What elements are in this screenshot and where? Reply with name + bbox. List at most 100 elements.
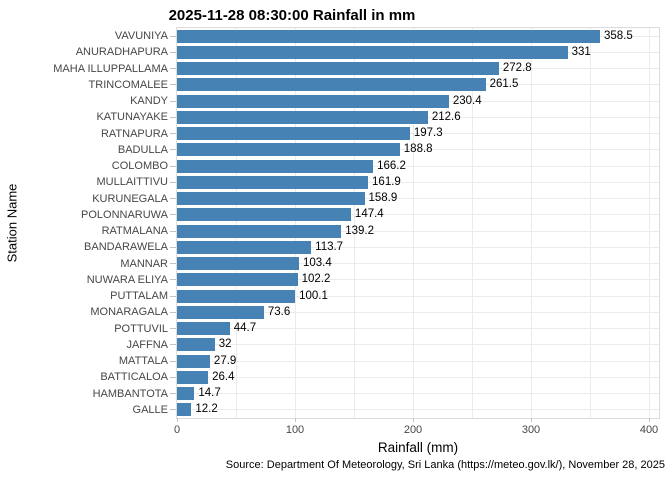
bar-mannar — [177, 257, 299, 271]
y-tick-mark — [170, 311, 176, 313]
bar-anuradhapura — [177, 45, 568, 59]
y-tick-mark — [170, 409, 176, 411]
bar-hambantota — [177, 387, 195, 401]
y-tick-mark — [170, 393, 176, 395]
bar-value-label: 158.9 — [368, 192, 398, 205]
x-gridline — [412, 28, 414, 418]
y-gridline — [177, 360, 659, 362]
bar-value-label: 272.8 — [502, 62, 532, 75]
y-gridline — [177, 214, 659, 216]
bar-bandarawela — [177, 240, 312, 254]
bar-value-label: 32 — [218, 338, 232, 351]
y-tick-label-puttalam: PUTTALAM — [110, 290, 168, 303]
y-tick-label-anuradhapura: ANURADHAPURA — [75, 46, 168, 59]
bar-value-label: 331 — [571, 45, 591, 58]
x-gridline — [648, 28, 650, 418]
y-tick-mark — [170, 84, 176, 86]
bar-ratnapura — [177, 127, 410, 141]
x-tick-mark — [294, 418, 296, 422]
y-tick-label-galle: GALLE — [132, 403, 168, 416]
x-tick-mark — [530, 418, 532, 422]
bar-value-label: 14.7 — [198, 387, 221, 400]
y-tick-label-batticaloa: BATTICALOA — [100, 371, 168, 384]
y-tick-label-mannar: MANNAR — [120, 257, 168, 270]
y-tick-label-kurunegala: KURUNEGALA — [92, 192, 168, 205]
y-tick-mark — [170, 149, 176, 151]
y-gridline — [177, 198, 659, 200]
bar-value-label: 100.1 — [299, 289, 328, 302]
bar-vavuniya — [177, 29, 601, 43]
bar-value-label: 102.2 — [301, 273, 331, 286]
y-tick-mark — [170, 344, 176, 346]
bar-mattala — [177, 354, 210, 368]
y-tick-label-mattala: MATTALA — [118, 355, 168, 368]
y-tick-label-nuwara-eliya: NUWARA ELIYA — [86, 273, 168, 286]
y-tick-label-vavuniya: VAVUNIYA — [114, 30, 168, 43]
y-tick-mark — [170, 214, 176, 216]
y-tick-mark — [170, 360, 176, 362]
y-tick-label-polonnaruwa: POLONNARUWA — [81, 208, 168, 221]
bar-value-label: 103.4 — [303, 257, 332, 270]
bar-value-label: 358.5 — [604, 29, 633, 42]
y-tick-mark — [170, 51, 176, 53]
bar-value-label: 261.5 — [489, 78, 519, 91]
bar-value-label: 12.2 — [195, 403, 218, 416]
bar-pottuvil — [177, 322, 230, 336]
y-tick-mark — [170, 100, 176, 102]
x-tick-label: 400 — [639, 424, 659, 436]
y-tick-mark — [170, 198, 176, 200]
x-tick-label: 0 — [173, 424, 181, 436]
y-tick-mark — [170, 246, 176, 248]
y-tick-mark — [170, 165, 176, 167]
source-caption: Source: Department Of Meteorology, Sri L… — [225, 459, 665, 471]
bar-value-label: 212.6 — [431, 110, 461, 123]
bar-value-label: 27.9 — [213, 354, 237, 367]
x-tick-label: 200 — [403, 424, 423, 436]
bar-nuwara-eliya — [177, 273, 298, 287]
y-tick-label-bandarawela: BANDARAWELA — [84, 241, 168, 254]
bar-polonnaruwa — [177, 208, 351, 222]
bar-value-label: 73.6 — [267, 305, 291, 318]
x-tick-label: 100 — [285, 424, 305, 436]
y-gridline — [177, 246, 659, 248]
bar-value-label: 197.3 — [413, 127, 443, 140]
x-tick-mark — [412, 418, 414, 422]
x-tick-label: 300 — [521, 424, 541, 436]
bar-value-label: 26.4 — [212, 370, 235, 383]
y-gridline — [177, 165, 659, 167]
y-gridline — [177, 393, 659, 395]
y-gridline — [177, 149, 659, 151]
bar-value-label: 188.8 — [403, 143, 433, 156]
bar-badulla — [177, 143, 400, 157]
bar-trincomalee — [177, 78, 486, 92]
bar-value-label: 44.7 — [233, 322, 257, 335]
y-tick-label-pottuvil: POTTUVIL — [114, 322, 168, 335]
y-gridline — [177, 344, 659, 346]
bar-monaragala — [177, 305, 264, 319]
y-tick-mark — [170, 376, 176, 378]
y-tick-mark — [170, 116, 176, 118]
y-tick-label-jaffna: JAFFNA — [126, 338, 168, 351]
y-tick-label-hambantota: HAMBANTOTA — [92, 387, 168, 400]
x-gridline — [471, 28, 473, 418]
y-gridline — [177, 279, 659, 281]
bar-katunayake — [177, 110, 428, 124]
bar-value-label: 166.2 — [377, 159, 406, 172]
x-gridline — [353, 28, 355, 418]
plot-panel: 358.5 331 272.8 261.5 230.4 212.6 197.3 188.8 16… — [176, 27, 660, 419]
bar-puttalam — [177, 289, 296, 303]
bar-batticaloa — [177, 370, 209, 384]
bar-value-label: 161.9 — [372, 175, 401, 188]
y-tick-label-mullaittivu: MULLAITTIVU — [96, 176, 168, 189]
y-gridline — [177, 311, 659, 313]
y-gridline — [177, 409, 659, 411]
chart-title: 2025-11-28 08:30:00 Rainfall in mm — [168, 7, 416, 24]
y-tick-mark — [170, 328, 176, 330]
bar-kandy — [177, 94, 449, 108]
bar-value-label: 230.4 — [452, 94, 482, 107]
y-gridline — [177, 328, 659, 330]
x-gridline — [589, 28, 591, 418]
x-axis-title: Rainfall (mm) — [377, 440, 459, 455]
y-tick-mark — [170, 295, 176, 297]
